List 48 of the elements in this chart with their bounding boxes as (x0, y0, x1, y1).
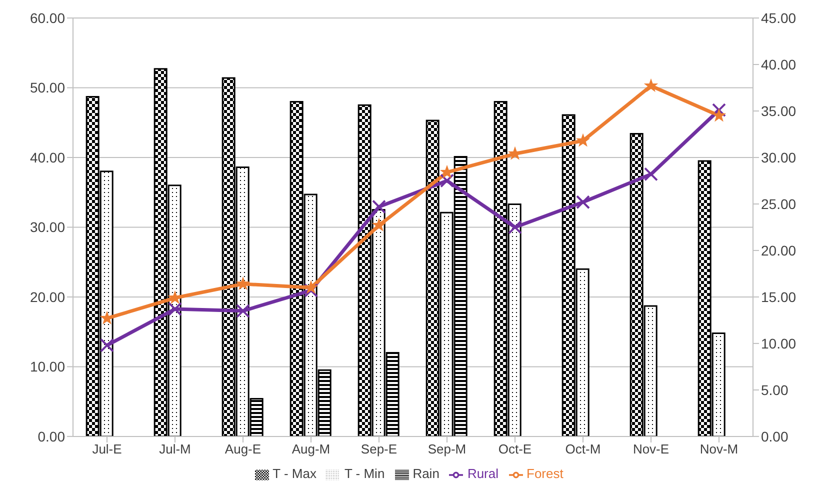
point (100, 338, 114, 352)
point (372, 218, 386, 232)
point (236, 304, 250, 318)
y2-tick-label: 15.00 (761, 288, 796, 305)
x-tick-label: Oct-M (565, 442, 601, 457)
y-tick-label: 30.00 (30, 219, 66, 236)
legend-label: Rural (467, 466, 499, 482)
y2-tick-label: 25.00 (761, 196, 796, 212)
point (372, 200, 386, 214)
point (644, 78, 658, 92)
point (168, 302, 182, 316)
point (576, 133, 590, 147)
point (712, 103, 726, 118)
y2-tick-label: 30.00 (761, 149, 796, 166)
y-tick-label: 50.00 (30, 80, 66, 96)
x-tick-label: Aug-M (292, 442, 330, 457)
legend-label: T - Min (344, 466, 385, 482)
legend-label: Forest (526, 466, 564, 482)
point (712, 108, 726, 122)
point (304, 280, 318, 294)
y2-tick-label: 10.00 (761, 335, 796, 352)
x-tick-label: Nov-M (700, 442, 738, 457)
point (236, 276, 250, 290)
point (576, 195, 590, 210)
x-tick-label: Jul-M (159, 442, 191, 457)
point (508, 220, 522, 234)
y2-tick-label: 20.00 (761, 242, 796, 258)
y2-tick-label: 45.00 (761, 10, 796, 26)
point (644, 167, 658, 182)
x-tick-label: Nov-E (632, 442, 670, 457)
x-tick-label: Sep-M (428, 442, 466, 457)
x-tick-label: Aug-E (224, 442, 262, 457)
y2-tick-label: 5.00 (761, 382, 788, 398)
legend-label: Rain (412, 466, 440, 482)
x-tick-label: Oct-E (498, 442, 532, 457)
x-tick-label: Sep-E (360, 442, 398, 457)
x-tick-label: Jul-E (92, 442, 122, 457)
y-tick-label: 40.00 (30, 149, 66, 166)
y2-tick-label: 0.00 (761, 428, 788, 444)
y2-tick-label: 40.00 (761, 56, 796, 72)
point (440, 174, 454, 188)
y-tick-label: 20.00 (30, 288, 66, 305)
y2-tick-label: 35.00 (761, 102, 796, 119)
y-tick-label: 0.00 (38, 428, 66, 444)
y-tick-label: 10.00 (30, 358, 66, 375)
legend-label: T - Max (272, 466, 316, 482)
y-tick-label: 60.00 (30, 10, 66, 26)
point (304, 283, 318, 298)
